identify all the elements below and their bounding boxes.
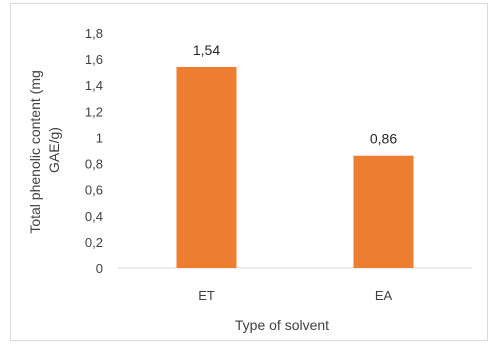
y-tick-label: 1,2 — [85, 104, 103, 119]
bar-et — [176, 66, 237, 268]
y-axis-title-line-1: Total phenolic content (mg — [27, 70, 43, 233]
y-tick-label: 1 — [96, 130, 103, 145]
data-label-ea: 0,86 — [370, 131, 397, 147]
y-tick-label: 1,8 — [85, 26, 103, 41]
y-axis-title-line-2: GAE/g) — [46, 127, 62, 173]
x-tick-label: ET — [198, 288, 215, 303]
y-tick-label: 0,8 — [85, 157, 103, 172]
y-tick-label: 0,4 — [85, 209, 103, 224]
x-axis-title: Type of solvent — [235, 317, 329, 333]
bars: 1,54 0,86 — [176, 42, 414, 268]
y-axis-ticks: 0 0,2 0,4 0,6 0,8 1 1,2 1,4 1,6 1,8 — [85, 26, 103, 276]
bar-ea — [353, 155, 414, 268]
y-tick-label: 0,6 — [85, 183, 103, 198]
x-axis-ticks: ET EA — [198, 288, 392, 303]
data-label-et: 1,54 — [193, 42, 220, 58]
y-tick-label: 0 — [96, 261, 103, 276]
y-tick-label: 1,4 — [85, 78, 103, 93]
y-axis-title: Total phenolic content (mg GAE/g) — [27, 66, 62, 233]
y-tick-label: 0,2 — [85, 235, 103, 250]
x-tick-label: EA — [375, 288, 393, 303]
y-tick-label: 1,6 — [85, 52, 103, 67]
